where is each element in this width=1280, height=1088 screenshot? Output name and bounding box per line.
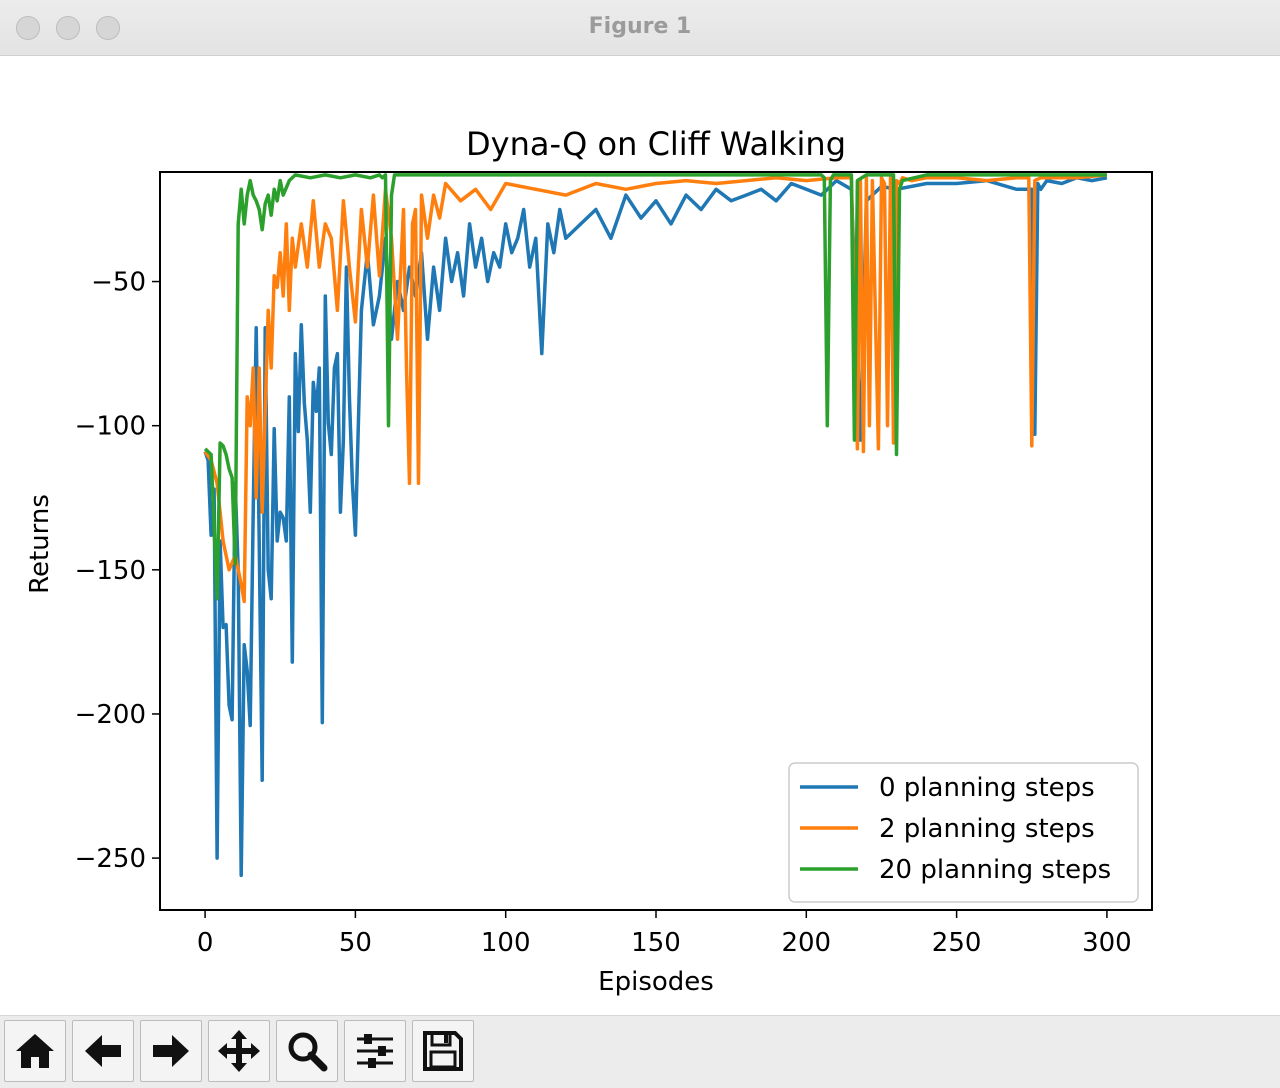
figure-canvas: Dyna-Q on Cliff Walking 0 50 100 150 200 250 3… (0, 57, 1280, 1015)
y-tick-label: −200 (75, 700, 146, 730)
arrow-left-icon (85, 1035, 121, 1067)
y-tick-label: −50 (91, 268, 146, 298)
magnifier-icon (288, 1032, 328, 1072)
y-tick-label: −250 (75, 844, 146, 874)
floppy-icon (423, 1031, 463, 1071)
x-ticks: 0 50 100 150 200 250 300 (197, 910, 1132, 958)
x-tick-label: 300 (1082, 928, 1132, 958)
arrow-right-icon (153, 1035, 189, 1067)
x-tick-label: 150 (631, 928, 681, 958)
chart: Dyna-Q on Cliff Walking 0 50 100 150 200 250 3… (25, 125, 1153, 997)
x-tick-label: 0 (197, 928, 214, 958)
configure-subplots-button[interactable] (344, 1020, 406, 1082)
back-button[interactable] (72, 1020, 134, 1082)
legend-label-1: 2 planning steps (879, 814, 1095, 844)
series-line-2 (203, 173, 1107, 601)
x-tick-label: 250 (932, 928, 982, 958)
zoom-button[interactable] (276, 1020, 338, 1082)
legend-box (788, 762, 1139, 903)
close-window-button[interactable] (16, 16, 40, 40)
sliders-icon (357, 1034, 393, 1068)
move-icon (218, 1030, 260, 1072)
forward-button[interactable] (140, 1020, 202, 1082)
navigation-toolbar (0, 1015, 1280, 1088)
home-icon (16, 1034, 54, 1068)
series-line-1 (203, 173, 1108, 604)
pan-button[interactable] (208, 1020, 270, 1082)
window-titlebar: Figure 1 (0, 0, 1280, 56)
x-tick-label: 200 (781, 928, 831, 958)
legend-items: 0 planning steps 2 planning steps 20 plann… (800, 773, 1111, 885)
y-axis-label: Returns (25, 494, 55, 594)
zoom-window-button[interactable] (96, 16, 120, 40)
legend-label-2: 20 planning steps (879, 855, 1111, 885)
home-button[interactable] (4, 1020, 66, 1082)
window-title: Figure 1 (588, 14, 692, 39)
y-tick-label: −150 (75, 556, 146, 586)
minimize-window-button[interactable] (56, 16, 80, 40)
save-button[interactable] (412, 1020, 474, 1082)
chart-title: Dyna-Q on Cliff Walking (466, 125, 846, 163)
x-tick-label: 50 (339, 928, 372, 958)
legend-label-0: 0 planning steps (879, 773, 1095, 803)
y-tick-label: −100 (75, 412, 146, 442)
x-axis-label: Episodes (598, 967, 714, 997)
y-ticks: −50 −100 −150 −200 −250 (75, 268, 160, 874)
plot-lines (203, 173, 1108, 878)
legend: 0 planning steps 2 planning steps 20 plann… (788, 762, 1139, 903)
x-tick-label: 100 (481, 928, 531, 958)
